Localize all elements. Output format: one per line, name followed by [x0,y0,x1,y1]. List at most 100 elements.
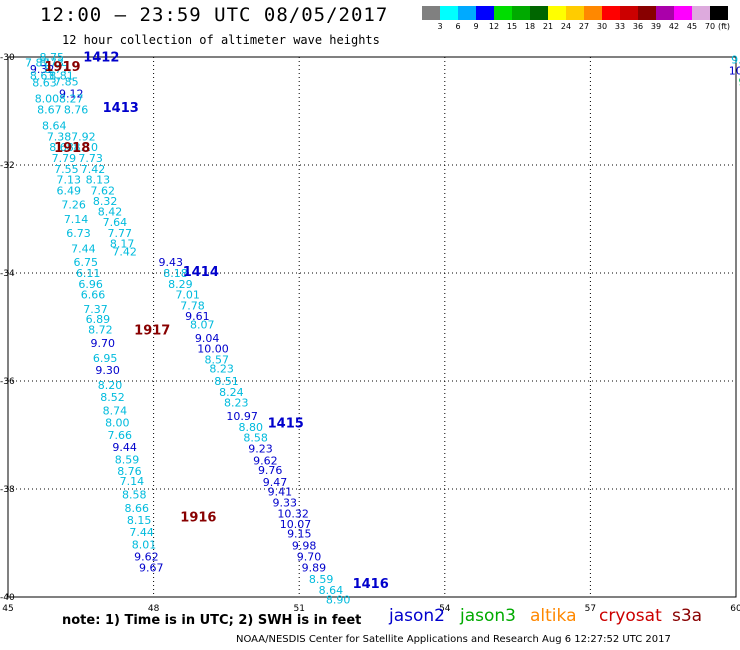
footer-credit: NOAA/NESDIS Center for Satellite Applica… [236,634,671,645]
wave-height-label: 8.00 [35,93,60,106]
wave-height-label: 8.64 [42,120,66,133]
legend-tick-label: 30 [596,22,608,31]
legend-swatch [440,6,458,20]
wave-height-label: 8.10 [74,141,99,154]
wave-height-label: 9.30 [95,364,120,377]
wave-height-label: 9.74 [731,54,740,67]
legend-tick-label: 3 [437,22,443,31]
legend-tick-label: 9 [473,22,479,31]
wave-height-label: 10.97 [226,410,258,423]
lat-tick-label: -36 [0,377,15,387]
wave-height-label: 9. [738,75,740,88]
legend-swatch [674,6,692,20]
legend-tick-label: 21 [542,22,554,31]
legend-swatch [710,6,728,20]
wave-height-label: 8.77 [44,63,69,76]
wave-height-label: 8.23 [209,363,234,376]
map-frame [7,56,737,598]
wave-height-label: 6.75 [74,256,99,269]
lon-tick-label: 45 [2,604,13,614]
legend-swatch [566,6,584,20]
wave-height-label: 9.67 [139,561,164,574]
wave-height-label: 9.62 [134,551,159,564]
wave-height-label: 10.07 [280,518,312,531]
wave-height-label: 8.80 [239,421,263,434]
lon-tick-label: 48 [148,604,160,614]
wave-height-label: 7.42 [112,245,137,258]
legend-tick-label: 45 [686,22,698,31]
wave-height-label: 7.55 [54,163,79,176]
pass-number-label: 1416 [353,577,389,592]
wave-height-label: 8.58 [243,432,267,445]
lat-tick-label: -32 [0,161,15,171]
wave-height-label: 8.57 [205,353,230,366]
legend-swatch [476,6,494,20]
lat-tick-label: -38 [0,485,15,495]
wave-height-label: 7.92 [71,130,96,143]
wave-height-label: 9.61 [185,310,210,323]
legend-tick-label: 36 [632,22,644,31]
wave-height-label: 6.73 [66,227,91,240]
satellite-name-altika: altika [530,606,577,626]
legend-tick-label: 70 [704,22,716,31]
wave-height-label: 10.32 [277,507,309,520]
legend-swatch [530,6,548,20]
map-title: 12:00 – 23:59 UTC 08/05/2017 [40,4,389,26]
wave-height-label: 7.87 [25,56,49,69]
wave-height-label: 7.14 [120,475,145,488]
pass-number-label: 1917 [134,324,170,339]
wave-height-label: 9.62 [253,454,277,467]
wave-height-label: 8.63 [30,69,55,82]
legend-tick-label: 18 [524,22,536,31]
wave-height-label: 8.72 [88,324,113,337]
wave-height-label: 8.59 [309,573,334,586]
wave-height-label: 7.66 [107,429,132,442]
wave-height-label: 7.77 [107,227,132,240]
wave-height-label: 8.76 [117,465,142,478]
legend-tick-label: 39 [650,22,662,31]
wave-height-label: 7.79 [52,152,77,165]
wave-height-label: 9.23 [248,443,272,456]
wave-height-label: 8.13 [86,174,111,187]
wave-height-label: 6.66 [81,289,106,302]
wave-height-label: 8.01 [132,539,157,552]
pass-number-label: 1918 [54,141,90,156]
wave-height-label: 6.11 [76,267,101,280]
wave-height-label: 8.90 [326,594,351,607]
wave-height-label: 9.89 [302,561,327,574]
pass-number-label: 1919 [44,60,80,75]
legend-swatch [584,6,602,20]
wave-height-label: 8.64 [319,584,344,597]
wave-height-label: 8.17 [110,237,135,250]
legend-swatch [458,6,476,20]
wave-height-label: 7.38 [47,130,72,143]
legend-swatch [494,6,512,20]
wave-height-label: 7.13 [57,174,82,187]
wave-height-label: 9.76 [258,464,283,477]
legend-tick-label: 33 [614,22,626,31]
wave-height-label: 8.29 [168,278,193,291]
wave-height-label: 9.70 [297,551,322,564]
wave-height-label: 7.37 [83,303,108,316]
lon-tick-label: 60 [730,604,740,614]
legend-tick-label: 12 [488,22,500,31]
wave-height-label: 9.04 [195,332,220,345]
wave-height-label: 8.07 [190,318,215,331]
wave-height-label: 8.63 [32,76,57,89]
legend-tick-label: 6 [455,22,461,31]
wave-height-label: 8.67 [37,103,62,116]
satellite-name-jason3: jason3 [460,606,516,626]
wave-height-label: 9.43 [158,256,183,269]
wave-height-label: 7.62 [91,184,116,197]
wave-height-label: 8.66 [124,502,149,515]
wave-height-label: 6.96 [78,278,103,291]
wave-height-label: 8.15 [127,514,152,527]
wave-height-label: 8.18 [163,267,188,280]
lon-tick-label: 57 [585,604,596,614]
pass-number-label: 1415 [268,417,304,432]
wave-height-label: 8.68 [49,141,74,154]
wave-height-label: 8.27 [59,93,84,106]
wave-height-label: 9.12 [59,88,84,101]
wave-height-label: 8.32 [93,195,118,208]
